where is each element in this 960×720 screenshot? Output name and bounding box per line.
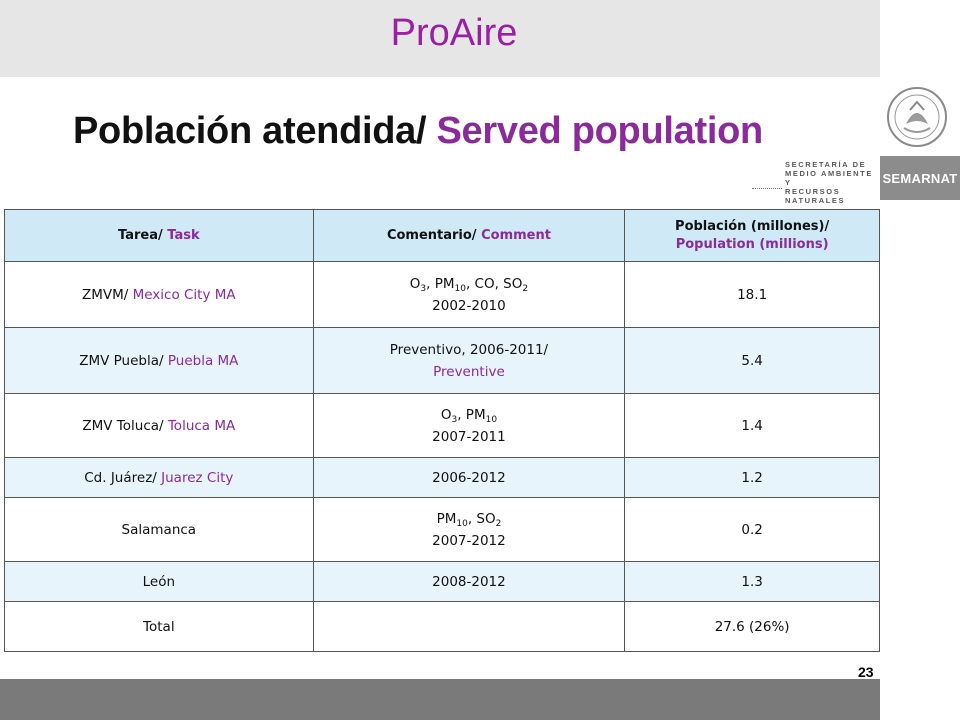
agency-line: MEDIO AMBIENTE Y [785, 169, 873, 187]
mexican-coat-of-arms-icon [887, 87, 947, 147]
cell-population: 5.4 [624, 327, 880, 394]
cell-task: ZMV Puebla/ Puebla MA [4, 327, 314, 394]
cell-population: 1.3 [624, 561, 880, 602]
header-task: Tarea/ Task [4, 209, 314, 262]
table-row: Cd. Juárez/ Juarez City 2006-2012 1.2 [4, 457, 880, 498]
cell-comment: 2006-2012 [312, 457, 626, 498]
cell-comment: O3, PM10, CO, SO2 2002-2010 [312, 261, 626, 328]
title-spanish: Población atendida/ [73, 110, 427, 152]
table-row: León 2008-2012 1.3 [4, 561, 880, 602]
comment-line: PM10, SO2 [436, 510, 502, 529]
header-comment: Comentario/ Comment [312, 209, 626, 262]
semarnat-badge: SEMARNAT [880, 156, 960, 200]
agency-name: SECRETARÍA DE MEDIO AMBIENTE Y RECURSOS … [785, 160, 873, 205]
comment-line: O3, PM10 [440, 406, 498, 425]
cell-population: 0.2 [624, 497, 880, 562]
agency-line: RECURSOS NATURALES [785, 187, 846, 205]
title-english: Served population [436, 110, 764, 152]
table-row: ZMV Toluca/ Toluca MA O3, PM10 2007-2011 … [4, 393, 880, 458]
footer-bar [0, 679, 880, 720]
cell-population: 1.4 [624, 393, 880, 458]
header-population: Población (millones)/Population (million… [624, 209, 880, 262]
cell-population: 1.2 [624, 457, 880, 498]
table-row: ZMVM/ Mexico City MA O3, PM10, CO, SO2 20… [4, 261, 880, 328]
brand-title: ProAire [390, 12, 518, 54]
cell-task: León [4, 561, 314, 602]
cell-task: Cd. Juárez/ Juarez City [4, 457, 314, 498]
cell-task: ZMV Toluca/ Toluca MA [4, 393, 314, 458]
divider [752, 188, 782, 189]
agency-line: SECRETARÍA DE [785, 160, 867, 169]
cell-comment: 2008-2012 [312, 561, 626, 602]
cell-comment: Preventivo, 2006-2011/Preventive [312, 327, 626, 394]
table-header-row: Tarea/ Task Comentario/ Comment Població… [4, 209, 880, 262]
page-title: Población atendida/ Served population [73, 110, 763, 153]
cell-population: 18.1 [624, 261, 880, 328]
cell-comment [312, 601, 626, 652]
table-row: Total 27.6 (26%) [4, 601, 880, 652]
table-row: Salamanca PM10, SO2 2007-2012 0.2 [4, 497, 880, 562]
cell-comment: PM10, SO2 2007-2012 [312, 497, 626, 562]
cell-task: Total [4, 601, 314, 652]
cell-population: 27.6 (26%) [624, 601, 880, 652]
page-number: 23 [858, 664, 874, 680]
comment-line: O3, PM10, CO, SO2 [409, 275, 529, 294]
top-banner [0, 0, 880, 77]
population-table: Tarea/ Task Comentario/ Comment Població… [4, 209, 880, 652]
cell-task: Salamanca [4, 497, 314, 562]
cell-comment: O3, PM10 2007-2011 [312, 393, 626, 458]
table-row: ZMV Puebla/ Puebla MA Preventivo, 2006-2… [4, 327, 880, 394]
cell-task: ZMVM/ Mexico City MA [4, 261, 314, 328]
